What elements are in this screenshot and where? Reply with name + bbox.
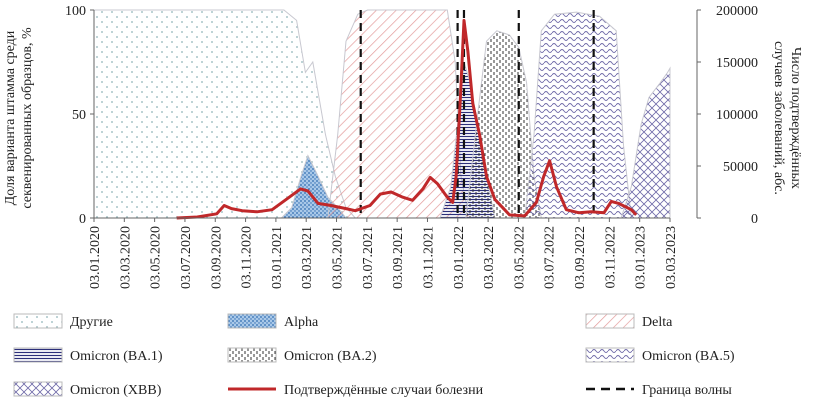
x-tick-label: 03.03.2020 [118,226,133,289]
legend-label: Omicron (XBB) [70,383,162,398]
cases-line [176,18,638,220]
x-tick-label: 03.09.2020 [209,226,224,289]
left-y-axis-label-line2: секвенированных образцов, % [20,27,35,209]
left-y-tick-labels: 0 50 100 [65,4,94,227]
left-y-axis-label-line1: Доля варианта штамма среди [3,30,18,205]
right-y-axis-label-line2: случаев заболеваний, абс. [771,41,786,195]
x-tick-label: 03.09.2022 [573,226,588,289]
legend-label: Подтверждённые случаи болезни [284,383,484,398]
right-y-tick-label: 200000 [716,4,758,19]
wave-boundaries-group [359,10,595,218]
legend-label: Другие [70,315,113,330]
left-y-tick-label: 100 [65,4,86,19]
right-y-axis-label-line1: Число подтверждённых [788,47,803,189]
legend-swatch [13,313,63,329]
legend: Другие Alpha Delta Omicron (BA.1) Omicron (B… [13,313,735,398]
x-tick-label: 03.01.2023 [634,226,649,289]
area-7 [620,66,671,219]
x-tick-labels: 03.01.2020 03.03.2020 03.05.2020 03.07.2020… [88,218,679,289]
x-tick-label: 03.01.2022 [452,226,467,289]
x-tick-label: 03.11.2022 [603,226,618,288]
x-tick-label: 03.01.2021 [270,226,285,289]
cases-line-group [176,18,638,220]
x-tick-label: 03.05.2022 [512,226,527,289]
left-y-tick-label: 0 [79,212,86,227]
x-tick-label: 03.05.2021 [331,226,346,289]
legend-label: Omicron (BA.1) [70,349,163,364]
x-tick-label: 03.05.2020 [149,226,164,289]
x-tick-label: 03.03.2022 [482,226,497,289]
x-tick-label: 03.11.2020 [240,226,255,288]
legend-label: Omicron (BA.2) [284,349,377,364]
x-tick-label: 03.11.2021 [421,226,436,288]
left-y-tick-label: 50 [72,108,86,123]
x-tick-label: 03.07.2020 [179,226,194,289]
legend-label: Omicron (BA.5) [642,349,735,364]
x-tick-label: 03.07.2022 [543,226,558,289]
legend-swatch [585,347,635,363]
legend-label: Alpha [284,315,319,330]
legend-label: Граница волны [642,383,732,398]
x-tick-label: 03.01.2020 [88,226,103,289]
legend-swatch [13,381,63,397]
legend-swatch [13,347,63,363]
x-tick-label: 03.09.2021 [391,226,406,289]
x-tick-label: 03.07.2021 [361,226,376,289]
right-y-tick-labels: 0 50000 100000 150000 200000 [697,4,758,227]
right-y-tick-label: 150000 [716,56,758,71]
legend-swatch [227,347,277,363]
area-series-group [93,9,671,219]
legend-swatch [227,313,277,329]
x-tick-label: 03.03.2021 [300,226,315,289]
right-y-tick-label: 0 [751,212,758,227]
legend-label: Delta [642,315,673,330]
right-y-tick-label: 50000 [723,160,758,175]
x-tick-label: 03.03.2023 [664,226,679,289]
legend-swatch [585,313,635,329]
right-y-tick-label: 100000 [716,108,758,123]
